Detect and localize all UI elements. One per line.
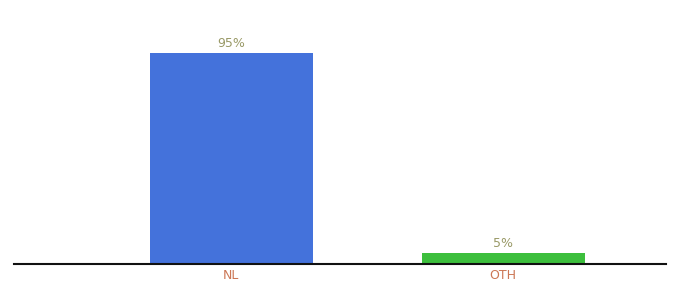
Text: 5%: 5% <box>493 237 513 250</box>
Bar <box>422 253 585 264</box>
Text: 95%: 95% <box>218 37 245 50</box>
Bar <box>150 53 313 264</box>
